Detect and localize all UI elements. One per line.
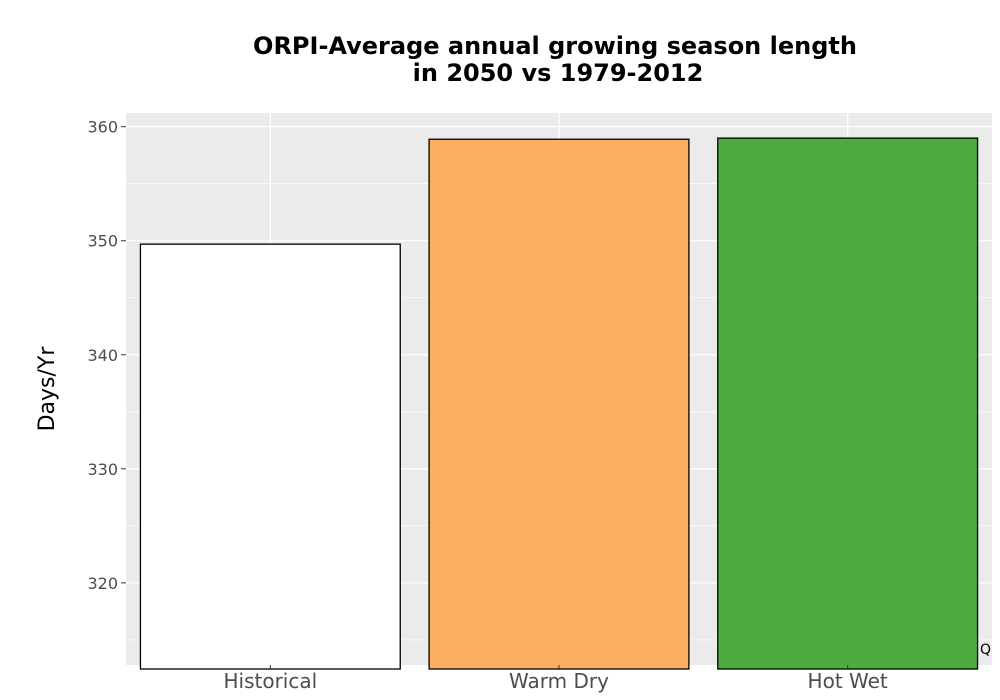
y-tick-label: 330 bbox=[87, 460, 118, 479]
y-tick-label: 360 bbox=[87, 118, 118, 137]
y-axis-label: Days/Yr bbox=[35, 346, 60, 432]
x-tick-label: Warm Dry bbox=[509, 669, 609, 693]
x-tick-label: Historical bbox=[223, 669, 317, 693]
bar-hot-wet bbox=[717, 137, 979, 670]
x-axis-ticks: Historical Warm Dry Hot Wet bbox=[223, 665, 888, 693]
y-tick-label: 320 bbox=[87, 574, 118, 593]
chart-title-line2: in 2050 vs 1979-2012 bbox=[413, 59, 704, 87]
y-tick-label: 340 bbox=[87, 346, 118, 365]
x-tick-label: Hot Wet bbox=[808, 669, 888, 693]
corner-mark: Q bbox=[980, 642, 991, 658]
chart-title-line1: ORPI-Average annual growing season lengt… bbox=[253, 32, 857, 60]
bar-warm-dry bbox=[428, 138, 690, 670]
bar-historical bbox=[139, 243, 401, 670]
bars bbox=[139, 137, 979, 670]
y-axis-ticks: 320 330 340 350 360 bbox=[87, 118, 126, 593]
y-tick-label: 350 bbox=[87, 232, 118, 251]
